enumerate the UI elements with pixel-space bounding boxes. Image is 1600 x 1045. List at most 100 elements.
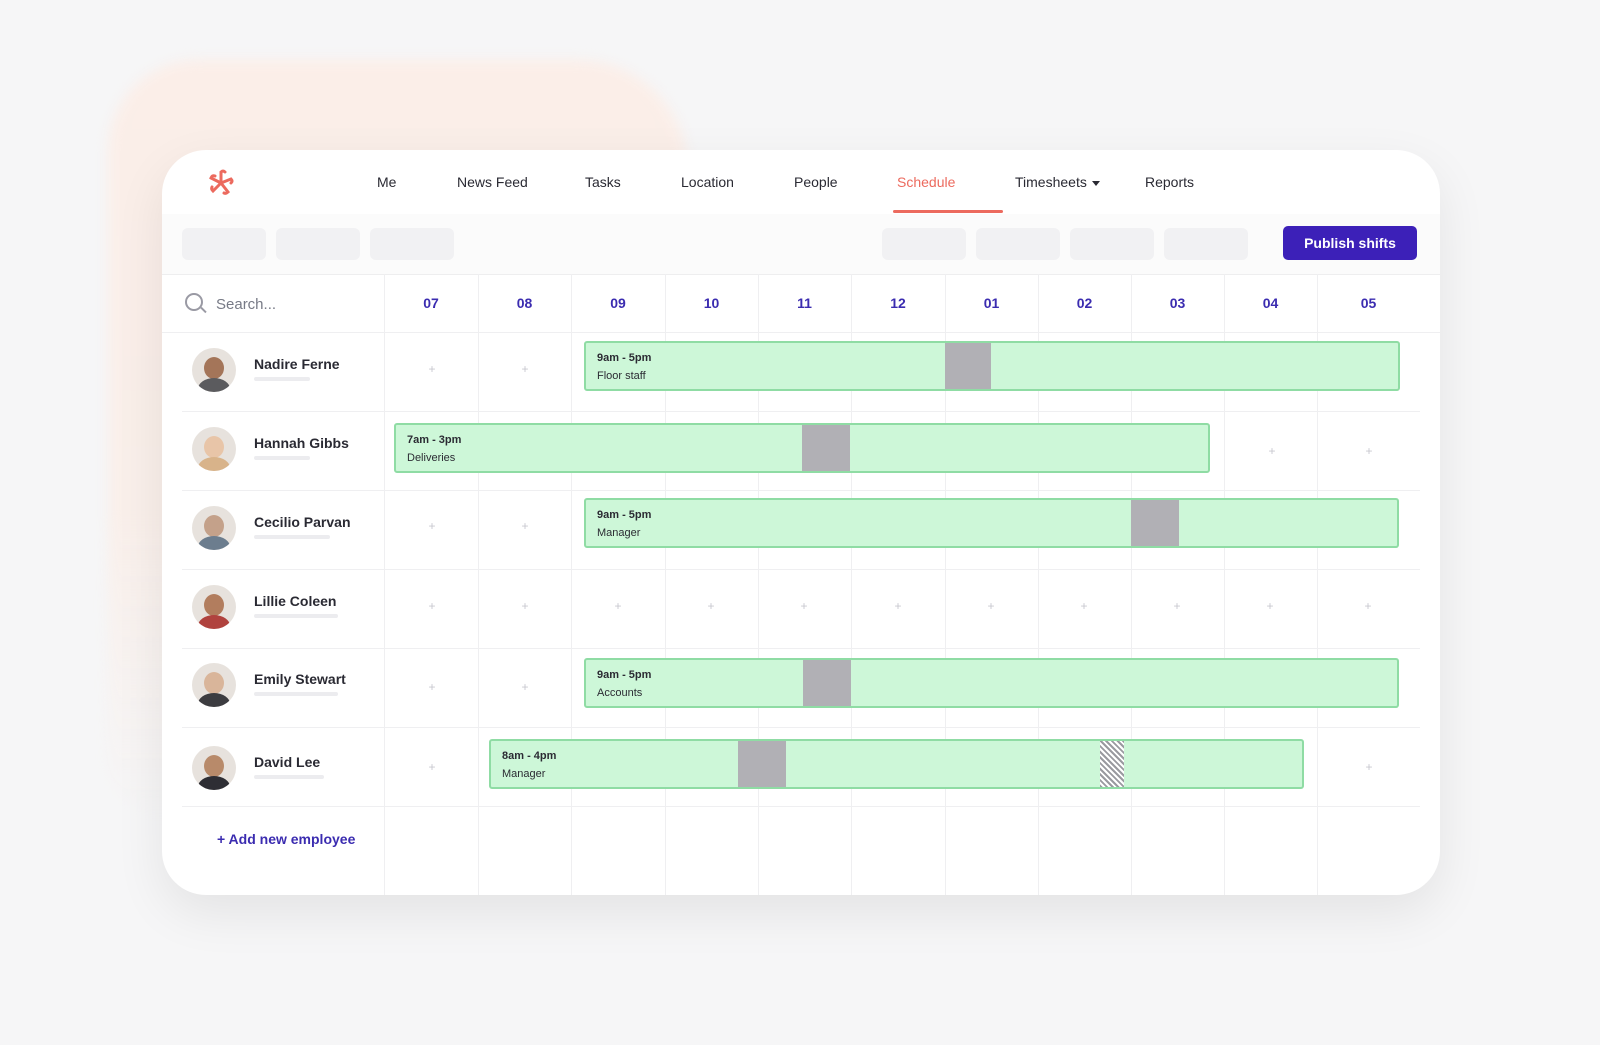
shift-role: Manager	[502, 768, 546, 780]
toolbar-placeholder-button[interactable]	[370, 228, 454, 260]
add-shift-plus-icon[interactable]: +	[1173, 599, 1181, 613]
add-shift-plus-icon[interactable]: +	[1268, 444, 1276, 458]
avatar-body	[198, 693, 230, 707]
unpaid-break-block	[1100, 741, 1124, 787]
add-shift-plus-icon[interactable]: +	[1266, 599, 1274, 613]
row-divider	[182, 806, 1420, 807]
add-shift-plus-icon[interactable]: +	[987, 599, 995, 613]
hour-label: 03	[1169, 295, 1186, 311]
avatar-body	[198, 378, 230, 392]
add-shift-plus-icon[interactable]: +	[521, 519, 529, 533]
shift-time: 8am - 4pm	[502, 750, 557, 762]
row-divider	[182, 727, 1420, 728]
nav-timesheets-label: Timesheets	[1015, 174, 1087, 190]
add-shift-plus-icon[interactable]: +	[894, 599, 902, 613]
employee-subtitle-placeholder	[254, 456, 310, 460]
nav-people[interactable]: People	[794, 174, 838, 190]
employee-subtitle-placeholder	[254, 614, 338, 618]
hour-label: 02	[1076, 295, 1093, 311]
break-block	[738, 741, 786, 787]
shift-block[interactable]: 7am - 3pm Deliveries	[394, 423, 1210, 473]
grid-line	[945, 274, 946, 895]
avatar-body	[198, 776, 230, 790]
add-shift-plus-icon[interactable]: +	[521, 362, 529, 376]
toolbar-placeholder-button[interactable]	[182, 228, 266, 260]
scheduler-window: Me News Feed Tasks Location People Sched…	[162, 150, 1440, 895]
shift-role: Manager	[597, 527, 641, 539]
nav-schedule[interactable]: Schedule	[897, 174, 956, 190]
add-shift-plus-icon[interactable]: +	[428, 519, 436, 533]
add-shift-plus-icon[interactable]: +	[428, 680, 436, 694]
employee-name[interactable]: Hannah Gibbs	[254, 435, 349, 451]
add-shift-plus-icon[interactable]: +	[1080, 599, 1088, 613]
grid-line	[1317, 274, 1318, 895]
add-shift-plus-icon[interactable]: +	[521, 599, 529, 613]
hour-label: 10	[703, 295, 720, 311]
row-divider	[182, 648, 1420, 649]
break-block	[945, 343, 991, 389]
add-shift-plus-icon[interactable]: +	[428, 760, 436, 774]
toolbar-placeholder-button[interactable]	[882, 228, 966, 260]
toolbar-placeholder-button[interactable]	[976, 228, 1060, 260]
nav-news-feed[interactable]: News Feed	[457, 174, 528, 190]
shift-time: 9am - 5pm	[597, 669, 652, 681]
publish-shifts-button[interactable]: Publish shifts	[1283, 226, 1417, 260]
add-new-employee-link[interactable]: + Add new employee	[217, 831, 356, 847]
grid-line	[1038, 274, 1039, 895]
avatar-body	[198, 615, 230, 629]
hour-label: 04	[1262, 295, 1279, 311]
nav-tasks[interactable]: Tasks	[585, 174, 621, 190]
add-shift-plus-icon[interactable]: +	[1365, 444, 1373, 458]
avatar-body	[198, 457, 230, 471]
avatar	[192, 506, 236, 550]
row-divider	[182, 411, 1420, 412]
avatar	[192, 746, 236, 790]
shift-block[interactable]: 9am - 5pm Accounts	[584, 658, 1399, 708]
add-shift-plus-icon[interactable]: +	[428, 362, 436, 376]
toolbar: Publish shifts	[162, 214, 1440, 275]
nav-timesheets[interactable]: Timesheets	[1015, 150, 1100, 214]
break-block	[802, 425, 850, 471]
toolbar-placeholder-button[interactable]	[276, 228, 360, 260]
hour-label: 01	[983, 295, 1000, 311]
avatar-face	[204, 357, 224, 379]
avatar-face	[204, 672, 224, 694]
shift-block[interactable]: 9am - 5pm Manager	[584, 498, 1399, 548]
grid-line	[758, 274, 759, 895]
avatar	[192, 585, 236, 629]
add-shift-plus-icon[interactable]: +	[1365, 760, 1373, 774]
shift-time: 9am - 5pm	[597, 509, 652, 521]
employee-name[interactable]: Lillie Coleen	[254, 593, 337, 609]
add-shift-plus-icon[interactable]: +	[800, 599, 808, 613]
toolbar-placeholder-button[interactable]	[1164, 228, 1248, 260]
chevron-down-icon	[1091, 180, 1100, 186]
avatar	[192, 427, 236, 471]
add-shift-plus-icon[interactable]: +	[1364, 599, 1372, 613]
shift-block[interactable]: 9am - 5pm Floor staff	[584, 341, 1400, 391]
employee-name[interactable]: Nadire Ferne	[254, 356, 340, 372]
asterisk-logo-icon[interactable]	[206, 168, 236, 198]
avatar	[192, 348, 236, 392]
add-shift-plus-icon[interactable]: +	[521, 680, 529, 694]
nav-reports[interactable]: Reports	[1145, 174, 1195, 190]
add-shift-plus-icon[interactable]: +	[614, 599, 622, 613]
grid-line	[1224, 274, 1225, 895]
shift-time: 7am - 3pm	[407, 434, 462, 446]
employee-name[interactable]: Emily Stewart	[254, 671, 346, 687]
shift-time: 9am - 5pm	[597, 352, 652, 364]
nav-location[interactable]: Location	[681, 174, 734, 190]
employee-name[interactable]: Cecilio Parvan	[254, 514, 351, 530]
shift-block[interactable]: 8am - 4pm Manager	[489, 739, 1304, 789]
employee-subtitle-placeholder	[254, 775, 324, 779]
employee-name[interactable]: David Lee	[254, 754, 321, 770]
add-shift-plus-icon[interactable]: +	[707, 599, 715, 613]
add-shift-plus-icon[interactable]: +	[428, 599, 436, 613]
shift-role: Floor staff	[597, 370, 646, 382]
nav-me[interactable]: Me	[377, 174, 397, 190]
toolbar-placeholder-button[interactable]	[1070, 228, 1154, 260]
schedule-grid: 07 08 09 10 11 12 01 02 03 04 05 Nadire …	[162, 274, 1440, 895]
avatar-face	[204, 515, 224, 537]
break-block	[1131, 500, 1179, 546]
employee-search	[182, 274, 392, 332]
search-input[interactable]	[214, 286, 378, 322]
